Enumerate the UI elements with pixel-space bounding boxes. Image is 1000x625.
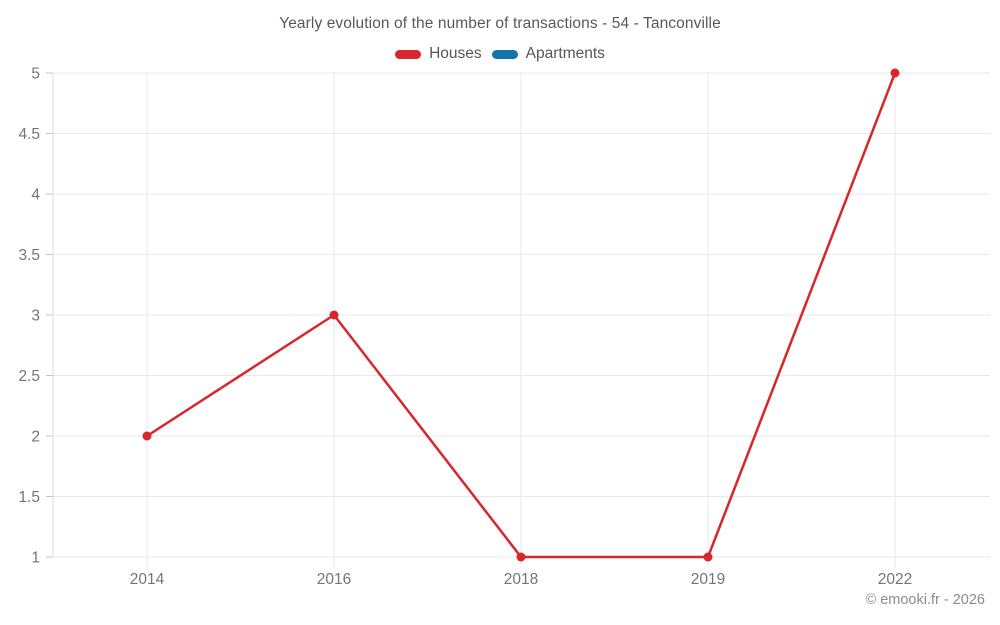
- legend-item-houses[interactable]: Houses: [395, 45, 482, 63]
- legend-swatch-icon: [491, 49, 518, 59]
- y-tick-label: 1: [31, 550, 40, 567]
- y-tick-label: 3: [31, 308, 40, 325]
- houses-point-2018[interactable]: [516, 552, 526, 562]
- x-tick-label: 2018: [504, 571, 538, 588]
- y-tick-label: 1.5: [18, 489, 40, 506]
- x-tick-label: 2016: [317, 571, 351, 588]
- x-tick-label: 2022: [878, 571, 912, 588]
- y-tick-label: 3.5: [18, 247, 40, 264]
- houses-point-2016[interactable]: [329, 310, 339, 320]
- y-tick-label: 5: [31, 66, 40, 83]
- legend: Houses Apartments: [0, 45, 1000, 63]
- houses-point-2019[interactable]: [703, 552, 713, 562]
- legend-item-apartments[interactable]: Apartments: [491, 45, 605, 63]
- y-tick-label: 2: [31, 429, 40, 446]
- y-tick-label: 4: [31, 187, 40, 204]
- houses-point-2022[interactable]: [890, 68, 900, 78]
- legend-label: Apartments: [525, 45, 605, 62]
- chart-title: Yearly evolution of the number of transa…: [279, 15, 721, 32]
- y-tick-label: 4.5: [18, 126, 40, 143]
- footer-credit: © emooki.fr - 2026: [865, 592, 985, 608]
- legend-swatch-icon: [395, 49, 422, 59]
- y-tick-label: 2.5: [18, 368, 40, 385]
- legend-label: Houses: [429, 45, 482, 62]
- x-tick-label: 2019: [691, 571, 725, 588]
- houses-point-2014[interactable]: [142, 431, 152, 441]
- x-tick-label: 2014: [130, 571, 165, 588]
